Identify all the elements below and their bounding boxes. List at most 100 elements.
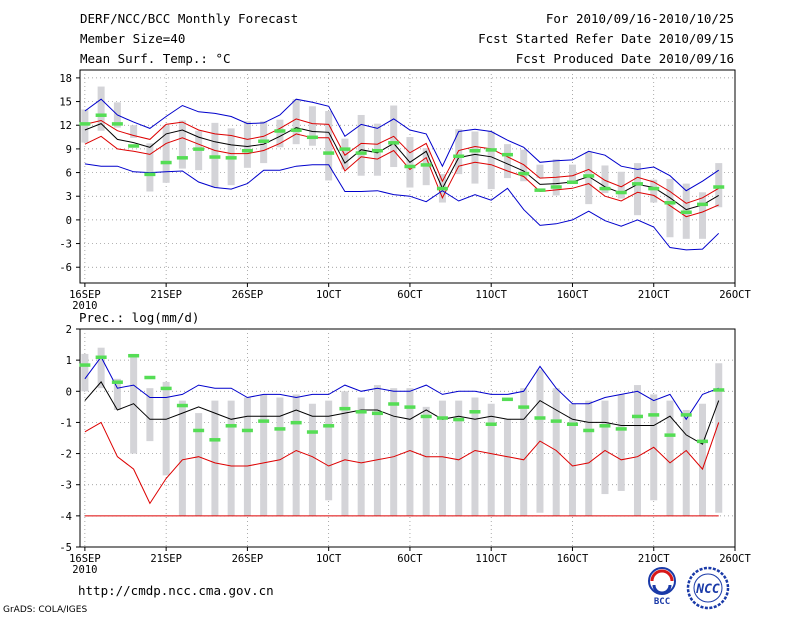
variable-label: Mean Surf. Temp.: °C bbox=[80, 51, 231, 66]
y-tick-label: -1 bbox=[59, 417, 72, 429]
median-marker bbox=[209, 438, 221, 442]
spread-box bbox=[357, 397, 365, 516]
spread-box bbox=[97, 86, 105, 131]
spread-box bbox=[211, 122, 219, 188]
x-tick-label: 16OCT bbox=[557, 289, 589, 301]
year-label: 2010 bbox=[72, 300, 97, 312]
source-url[interactable]: http://cmdp.ncc.cma.gov.cn bbox=[78, 583, 274, 598]
x-tick-label: 26OCT bbox=[719, 553, 751, 565]
median-marker bbox=[713, 388, 725, 392]
median-marker bbox=[501, 397, 513, 402]
spread-box bbox=[455, 129, 463, 175]
plot-frame bbox=[79, 328, 736, 548]
median-marker bbox=[258, 139, 270, 143]
spread-box bbox=[585, 400, 593, 516]
spread-box bbox=[633, 163, 641, 216]
median-marker bbox=[274, 427, 286, 431]
spread-box bbox=[503, 419, 511, 516]
spread-box bbox=[666, 400, 674, 516]
member-size: Member Size=40 bbox=[80, 31, 186, 46]
series-line-lower bbox=[84, 163, 720, 251]
spread-box bbox=[211, 400, 219, 516]
spread-box bbox=[276, 119, 284, 148]
x-tick-label: 26SEP bbox=[232, 553, 264, 565]
spread-box bbox=[292, 394, 300, 516]
plot-frame bbox=[79, 69, 736, 284]
spread-box bbox=[243, 397, 251, 516]
spread-box bbox=[682, 409, 690, 516]
median-marker bbox=[290, 420, 302, 425]
spread-box bbox=[178, 120, 186, 169]
spread-box bbox=[585, 152, 593, 205]
median-marker bbox=[485, 422, 497, 426]
spread-box bbox=[520, 149, 528, 182]
median-marker bbox=[355, 151, 367, 155]
series-line-mean bbox=[84, 381, 720, 445]
y-tick-label: -2 bbox=[59, 449, 72, 461]
median-marker bbox=[713, 185, 725, 189]
median-marker bbox=[518, 171, 530, 176]
spread-box bbox=[341, 138, 349, 170]
precip-label: Prec.: log(mm/d) bbox=[79, 310, 199, 325]
x-tick-label: 11OCT bbox=[475, 289, 507, 301]
median-marker bbox=[599, 424, 611, 428]
median-marker bbox=[648, 186, 660, 191]
median-marker bbox=[436, 416, 448, 420]
spread-box bbox=[146, 388, 154, 442]
spread-box bbox=[113, 378, 121, 410]
median-marker bbox=[144, 172, 156, 177]
median-marker bbox=[339, 147, 351, 151]
median-marker bbox=[566, 422, 578, 426]
median-marker bbox=[436, 186, 448, 191]
y-tick-label: 0 bbox=[66, 215, 72, 227]
median-marker bbox=[420, 414, 432, 419]
median-marker bbox=[680, 413, 692, 417]
y-tick-label: 0 bbox=[66, 386, 72, 398]
median-marker bbox=[225, 424, 237, 428]
x-tick-label: 16SEP bbox=[69, 553, 101, 565]
median-marker bbox=[566, 180, 578, 185]
median-marker bbox=[583, 174, 595, 178]
median-marker bbox=[615, 427, 627, 431]
median-marker bbox=[160, 160, 172, 165]
spread-box bbox=[698, 192, 706, 239]
median-marker bbox=[160, 386, 172, 391]
spread-box bbox=[406, 388, 414, 516]
median-marker bbox=[453, 154, 465, 158]
median-marker bbox=[209, 155, 221, 159]
median-marker bbox=[664, 201, 676, 205]
y-tick-label: -3 bbox=[59, 480, 72, 492]
spread-box bbox=[260, 394, 268, 516]
median-marker bbox=[534, 416, 546, 420]
median-marker bbox=[583, 428, 595, 433]
x-tick-label: 6OCT bbox=[397, 289, 423, 301]
x-tick-label: 21OCT bbox=[638, 289, 670, 301]
x-tick-label: 16OCT bbox=[557, 553, 589, 565]
median-marker bbox=[371, 411, 383, 416]
spread-box bbox=[373, 385, 381, 516]
median-marker bbox=[79, 122, 91, 126]
spread-box bbox=[178, 400, 186, 516]
median-marker bbox=[79, 363, 91, 367]
spread-box bbox=[601, 165, 609, 194]
y-tick-label: -6 bbox=[59, 262, 72, 274]
spread-box bbox=[438, 400, 446, 516]
spread-box bbox=[308, 403, 316, 516]
median-marker bbox=[420, 163, 432, 167]
median-marker bbox=[111, 380, 123, 384]
median-marker bbox=[323, 424, 335, 428]
x-tick-label: 21SEP bbox=[150, 553, 182, 565]
median-marker bbox=[339, 406, 351, 411]
spread-box bbox=[487, 403, 495, 516]
series-line-min bbox=[84, 421, 720, 505]
median-marker bbox=[518, 405, 530, 409]
y-tick-label: 3 bbox=[66, 191, 72, 203]
series-line-max bbox=[84, 356, 719, 421]
x-tick-label: 26SEP bbox=[232, 289, 264, 301]
x-tick-label: 11OCT bbox=[475, 553, 507, 565]
y-tick-label: 1 bbox=[66, 355, 72, 367]
median-marker bbox=[355, 410, 367, 414]
spread-box bbox=[243, 121, 251, 168]
median-marker bbox=[469, 410, 481, 414]
